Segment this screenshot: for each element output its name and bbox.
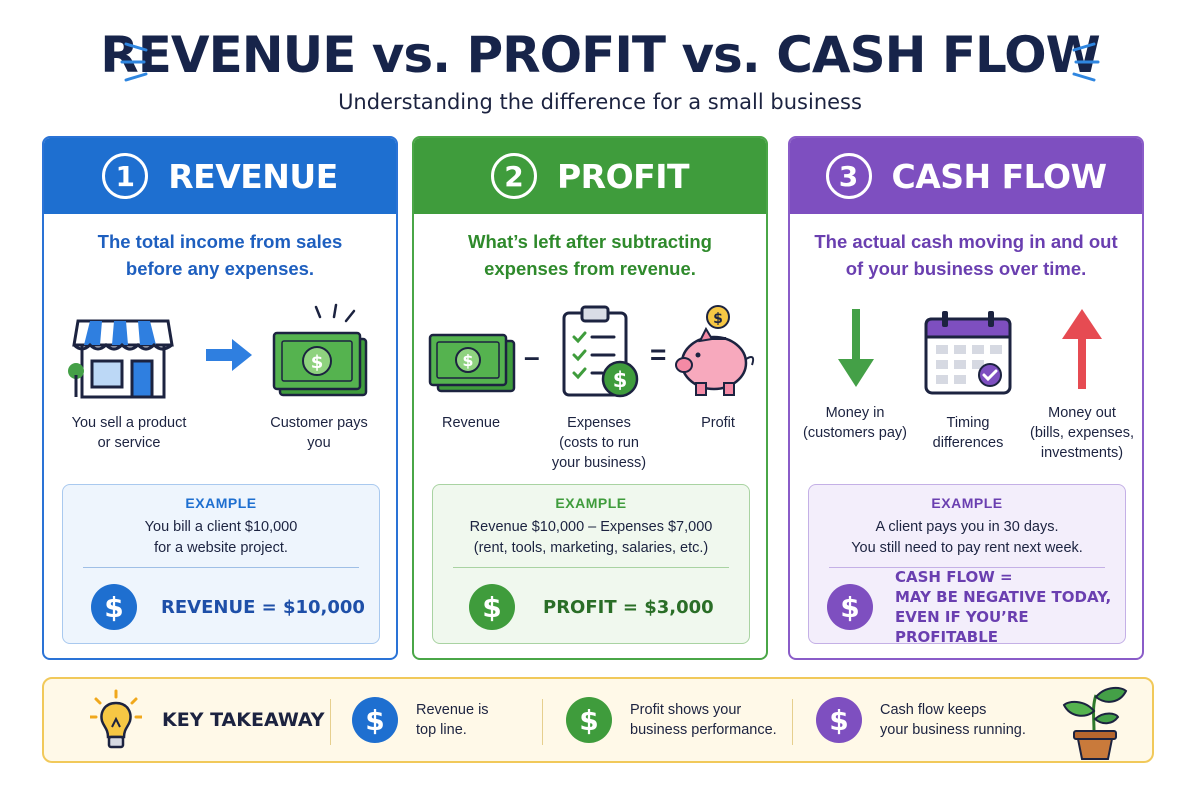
step-number: 3 <box>825 153 872 199</box>
header: REVENUE vs. PROFIT vs. CASH FLOW Underst… <box>0 24 1200 114</box>
card-title: PROFIT <box>557 156 689 196</box>
dollar-icon: $ <box>566 697 612 743</box>
example-label: EXAMPLE <box>185 495 257 511</box>
icon-label: Money in (customers pay) <box>803 405 907 441</box>
lightbulb-icon <box>90 689 142 749</box>
divider <box>83 567 359 568</box>
dollar-icon: $ <box>91 584 137 630</box>
divider <box>829 567 1105 568</box>
dollar-icon: $ <box>816 697 862 743</box>
takeaway-text: Revenue is top line. <box>416 702 489 738</box>
card-title: REVENUE <box>168 156 338 196</box>
arrow-up-icon <box>1062 309 1102 389</box>
svg-text:$: $ <box>311 352 324 373</box>
cash-icon: $ <box>428 333 516 393</box>
svg-text:$: $ <box>713 311 723 327</box>
revenue-card-header: 1 REVENUE <box>44 138 396 214</box>
example-label: EXAMPLE <box>931 495 1003 511</box>
sparkle-right-icon <box>1072 42 1100 82</box>
card-description: What’s left after subtracting expenses f… <box>468 231 712 279</box>
dollar-icon: $ <box>469 584 515 630</box>
minus-icon: – <box>524 341 540 372</box>
page-subtitle: Understanding the difference for a small… <box>338 90 862 114</box>
example-box: EXAMPLE A client pays you in 30 days. You… <box>808 484 1126 646</box>
takeaway-item-profit: $ Profit shows your business performance. <box>566 697 777 743</box>
card-description: The total income from sales before any e… <box>97 231 343 279</box>
takeaway-item-revenue: $ Revenue is top line. <box>352 697 489 743</box>
example-result: $ PROFIT = $3,000 <box>433 579 749 635</box>
icon-label: Customer pays you <box>270 415 368 451</box>
result-text: REVENUE = $10,000 <box>161 596 365 618</box>
example-text: A client pays you in 30 days. You still n… <box>851 519 1083 556</box>
sparkle-left-icon <box>120 42 148 82</box>
step-number: 2 <box>491 153 537 199</box>
example-text: You bill a client $10,000 for a website p… <box>144 519 298 556</box>
piggy-bank-icon: $ <box>675 305 755 396</box>
dollar-icon: $ <box>352 697 398 743</box>
cash-flow-card-header: 3 CASH FLOW <box>790 138 1142 214</box>
icon-row: $ – $ = $ R <box>414 303 766 471</box>
dollar-icon: $ <box>827 584 873 630</box>
icon-label: You sell a product or service <box>71 415 187 451</box>
cash-flow-card: 3 CASH FLOW The actual cash moving in an… <box>788 136 1144 660</box>
revenue-card: 1 REVENUE The total income from sales be… <box>42 136 398 660</box>
divider <box>330 699 331 745</box>
icon-row: $ You sell a product or service Customer … <box>44 303 396 463</box>
arrow-right-icon <box>206 339 252 371</box>
clipboard-checklist-icon: $ <box>562 305 639 398</box>
arrow-down-icon <box>838 309 874 387</box>
calendar-icon <box>924 311 1012 395</box>
equals-icon: = <box>650 339 667 370</box>
example-box: EXAMPLE You bill a client $10,000 for a w… <box>62 484 380 644</box>
card-description: The actual cash moving in and out of you… <box>814 231 1118 279</box>
icon-label: Revenue <box>441 415 501 431</box>
example-text: Revenue $10,000 – Expenses $7,000 (rent, … <box>469 519 713 556</box>
example-label: EXAMPLE <box>555 495 627 511</box>
icon-label: Money out (bills, expenses, investments) <box>1030 405 1134 461</box>
takeaway-item-cash-flow: $ Cash flow keeps your business running. <box>816 697 1026 743</box>
svg-text:$: $ <box>613 368 628 392</box>
takeaway-text: Cash flow keeps your business running. <box>880 702 1026 738</box>
result-text: PROFIT = $3,000 <box>543 596 714 618</box>
example-result: $ REVENUE = $10,000 <box>63 579 379 635</box>
icon-label: Timing differences <box>932 415 1004 451</box>
example-result: $ CASH FLOW = MAY BE NEGATIVE TODAY, EVEN … <box>809 568 1125 646</box>
key-takeaway-bar: KEY TAKEAWAY $ Revenue is top line. $ Pro… <box>42 677 1154 763</box>
takeaway-text: Profit shows your business performance. <box>630 702 777 738</box>
icon-label: Profit <box>701 415 735 431</box>
storefront-icon <box>68 319 174 399</box>
icon-row: Money in (customers pay) Timing difference… <box>790 303 1142 463</box>
divider <box>453 567 729 568</box>
potted-plant-icon <box>1062 686 1128 760</box>
profit-card-header: 2 PROFIT <box>414 138 766 214</box>
svg-text:$: $ <box>462 351 473 370</box>
divider <box>792 699 793 745</box>
card-title: CASH FLOW <box>891 156 1107 196</box>
example-box: EXAMPLE Revenue $10,000 – Expenses $7,00… <box>432 484 750 644</box>
step-number: 1 <box>102 153 149 199</box>
takeaway-title: KEY TAKEAWAY <box>162 709 325 731</box>
result-text: CASH FLOW = MAY BE NEGATIVE TODAY, EVEN IF… <box>895 568 1112 646</box>
profit-card: 2 PROFIT What’s left after subtracting e… <box>412 136 768 660</box>
page-title: REVENUE vs. PROFIT vs. CASH FLOW <box>100 26 1101 84</box>
cash-icon: $ <box>272 303 368 397</box>
divider <box>542 699 543 745</box>
icon-label: Expenses (costs to run your business) <box>551 415 647 471</box>
